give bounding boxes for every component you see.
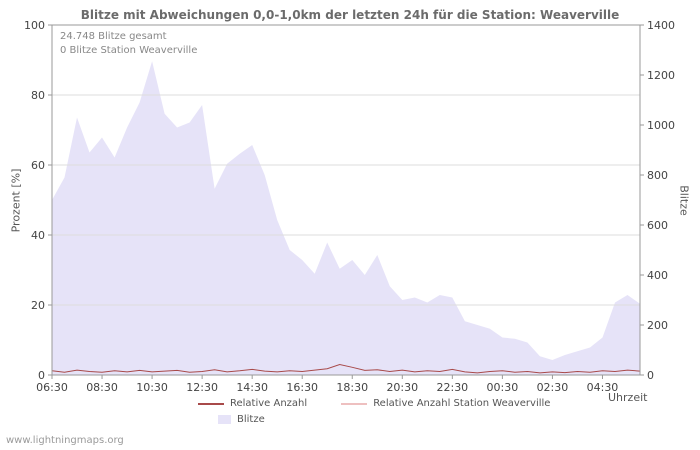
y-axis-label-right: Blitze xyxy=(677,185,691,216)
svg-text:1200: 1200 xyxy=(647,69,675,82)
svg-text:02:30: 02:30 xyxy=(537,381,569,394)
svg-text:60: 60 xyxy=(31,159,45,172)
legend-label-relative: Relative Anzahl xyxy=(230,398,308,409)
legend-item-relative-station: Relative Anzahl Station Weaverville xyxy=(341,398,550,409)
legend-item-relative: Relative Anzahl xyxy=(198,398,307,409)
annotation-station-strikes: 0 Blitze Station Weaverville xyxy=(60,45,198,56)
svg-text:40: 40 xyxy=(31,229,45,242)
svg-text:600: 600 xyxy=(647,219,668,232)
legend-swatch-blitze-area xyxy=(218,415,231,424)
svg-text:80: 80 xyxy=(31,89,45,102)
svg-text:100: 100 xyxy=(24,19,45,32)
legend-label-blitze: Blitze xyxy=(237,414,265,425)
svg-text:06:30: 06:30 xyxy=(36,381,68,394)
svg-text:20: 20 xyxy=(31,299,45,312)
svg-text:0: 0 xyxy=(38,369,45,382)
annotation-total-strikes: 24.748 Blitze gesamt xyxy=(60,31,167,42)
legend-label-relative-station: Relative Anzahl Station Weaverville xyxy=(373,398,551,409)
y-axis-label-left: Prozent [%] xyxy=(9,168,23,233)
svg-text:1400: 1400 xyxy=(647,19,675,32)
svg-text:14:30: 14:30 xyxy=(236,381,268,394)
legend-swatch-relative-line xyxy=(198,402,224,405)
legend-swatch-relative-station-line xyxy=(341,402,368,405)
svg-text:22:30: 22:30 xyxy=(436,381,468,394)
legend-row-area: Blitze xyxy=(218,414,265,425)
svg-text:04:30: 04:30 xyxy=(587,381,619,394)
svg-text:16:30: 16:30 xyxy=(286,381,318,394)
svg-text:400: 400 xyxy=(647,269,668,282)
svg-text:00:30: 00:30 xyxy=(487,381,519,394)
legend-row-lines: Relative Anzahl Relative Anzahl Station … xyxy=(198,398,576,409)
svg-text:20:30: 20:30 xyxy=(386,381,418,394)
svg-text:18:30: 18:30 xyxy=(336,381,368,394)
svg-text:08:30: 08:30 xyxy=(86,381,118,394)
watermark-text: www.lightningmaps.org xyxy=(6,435,124,446)
svg-text:1000: 1000 xyxy=(647,119,675,132)
chart-title: Blitze mit Abweichungen 0,0-1,0km der le… xyxy=(80,8,620,22)
svg-text:10:30: 10:30 xyxy=(136,381,168,394)
x-axis-label: Uhrzeit xyxy=(608,391,648,404)
svg-text:12:30: 12:30 xyxy=(186,381,218,394)
svg-text:0: 0 xyxy=(647,369,654,382)
svg-text:200: 200 xyxy=(647,319,668,332)
svg-text:800: 800 xyxy=(647,169,668,182)
